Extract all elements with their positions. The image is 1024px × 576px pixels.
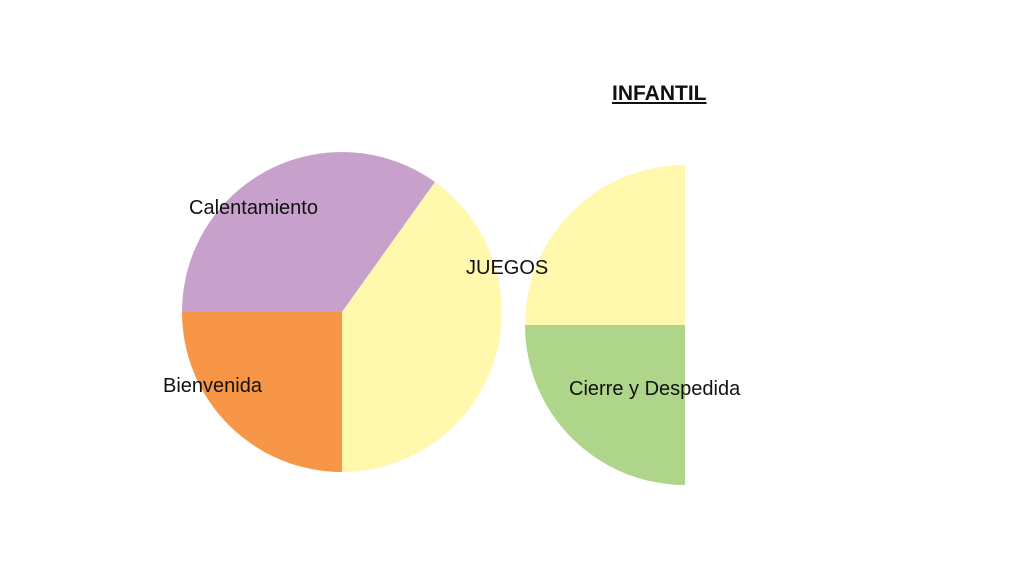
label-bienvenida: Bienvenida xyxy=(163,375,262,398)
label-calentamiento: Calentamiento xyxy=(189,197,318,220)
label-juegos: JUEGOS xyxy=(466,257,548,280)
label-cierre-y-despedida: Cierre y Despedida xyxy=(569,378,740,401)
segment-cierre xyxy=(525,325,685,485)
segment-juegos-right xyxy=(525,165,685,325)
